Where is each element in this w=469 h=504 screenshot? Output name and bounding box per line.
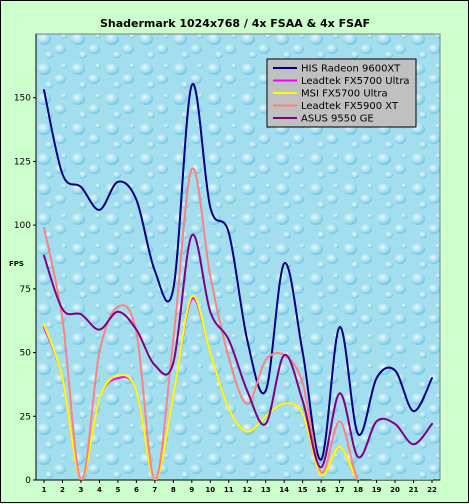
x-tick-label: 2 (60, 486, 65, 494)
y-tick-label: 50 (20, 349, 32, 359)
y-tick-label: 0 (25, 476, 31, 486)
legend-label-leadtek-fx5900-xt: Leadtek FX5900 XT (301, 101, 399, 112)
x-tick-label: 8 (171, 486, 176, 494)
x-tick-label: 17 (335, 486, 345, 494)
legend-label-leadtek-fx5700-ultra: Leadtek FX5700 Ultra (301, 76, 410, 87)
series-line-his-radeon-9600xt (43, 82, 433, 461)
series-line-leadtek-fx5900-xt (43, 167, 433, 480)
x-tick-label: 1 (42, 486, 47, 494)
x-tick-label: 20 (390, 486, 400, 494)
x-tick-label: 10 (205, 486, 215, 494)
legend-label-msi-fx5700-ultra: MSI FX5700 Ultra (301, 89, 388, 100)
x-tick-label: 5 (115, 486, 120, 494)
x-tick-label: 3 (79, 486, 84, 494)
series-line-asus-9550-ge (43, 233, 433, 469)
x-ticks: 1 2 3 4 5 6 7 8 9 10 11 12 13 14 15 16 17 18 19 20 21 22 (42, 480, 437, 494)
x-tick-label: 9 (189, 486, 194, 494)
x-tick-label: 11 (224, 486, 234, 494)
y-axis-label: FPS (9, 260, 24, 268)
x-tick-label: 15 (298, 486, 308, 494)
x-tick-label: 16 (316, 486, 326, 494)
y-tick-label: 75 (20, 285, 31, 295)
x-tick-label: 18 (353, 486, 363, 494)
y-tick-label: 150 (14, 94, 31, 104)
x-tick-label: 7 (152, 486, 157, 494)
x-tick-label: 19 (372, 486, 382, 494)
legend-label-his-radeon-9600xt: HIS Radeon 9600XT (301, 64, 401, 75)
series-line-msi-fx5700-ultra (43, 294, 433, 480)
y-ticks: 0 25 50 75 100 125 150 (14, 94, 36, 486)
y-tick-label: 125 (14, 157, 31, 167)
x-tick-label: 22 (427, 486, 437, 494)
y-tick-label: 100 (14, 221, 31, 231)
chart-title: Shadermark 1024x768 / 4x FSAA & 4x FSAF (100, 17, 370, 30)
x-tick-label: 14 (279, 486, 289, 494)
x-tick-label: 21 (409, 486, 419, 494)
series-lines (43, 82, 433, 480)
x-tick-label: 4 (97, 486, 102, 494)
y-tick-label: 25 (20, 412, 31, 422)
x-tick-label: 13 (261, 486, 271, 494)
x-tick-label: 12 (242, 486, 252, 494)
legend-label-asus-9550-ge: ASUS 9550 GE (301, 114, 374, 125)
x-tick-label: 6 (134, 486, 139, 494)
